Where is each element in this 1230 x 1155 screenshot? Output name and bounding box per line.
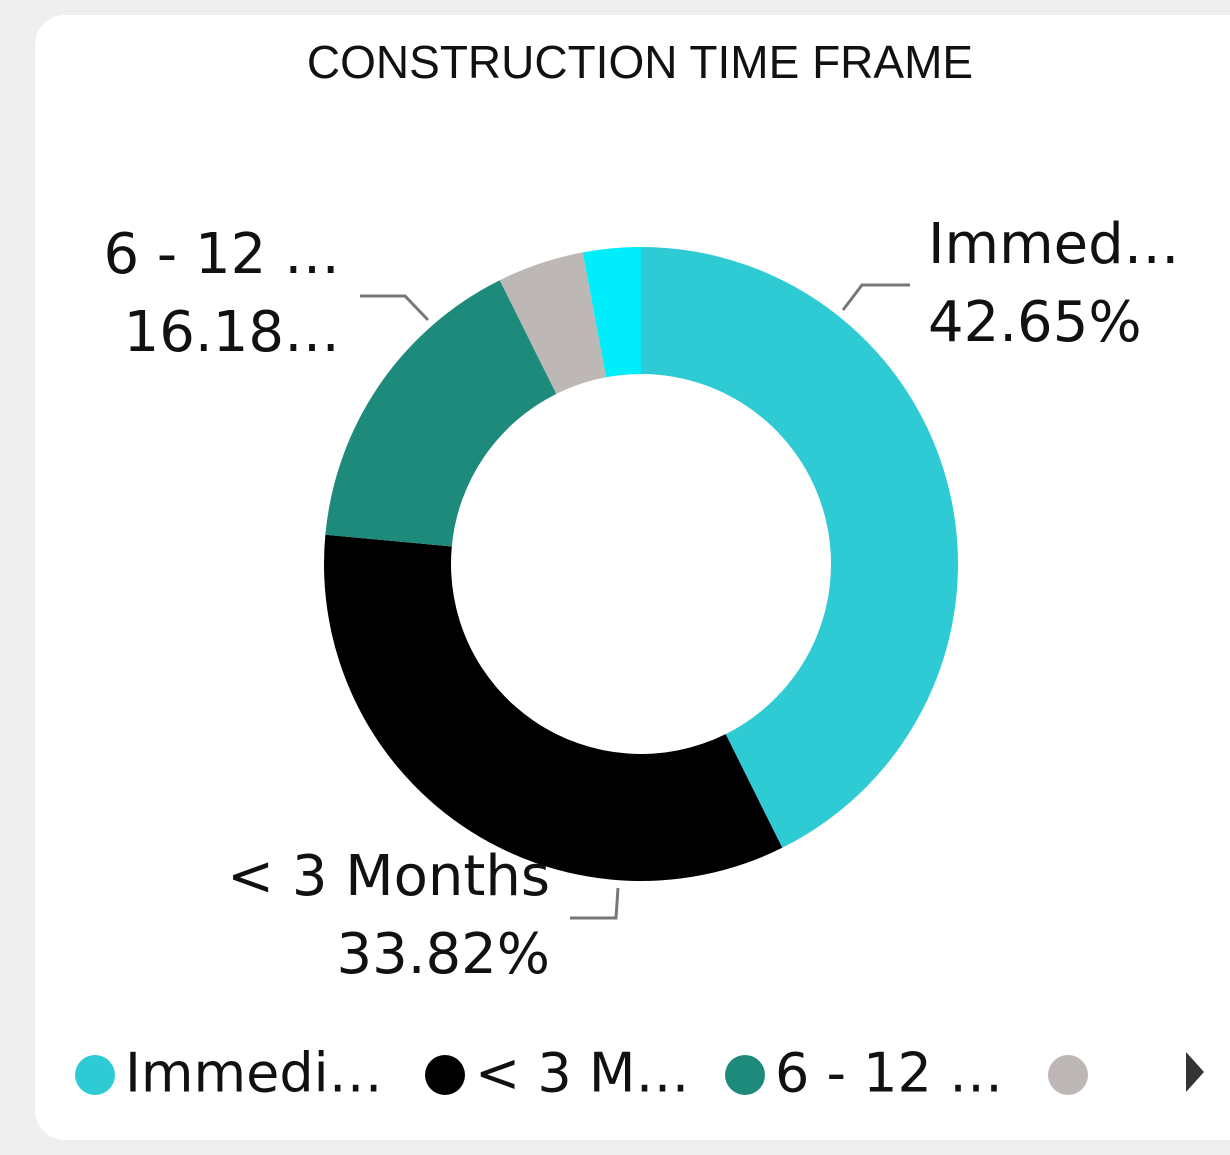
donut-slice xyxy=(324,534,783,881)
value-label: 42.65% xyxy=(928,290,1142,355)
chart-title: CONSTRUCTION TIME FRAME xyxy=(307,36,973,88)
slice-label: 6 - 12 … xyxy=(104,222,341,287)
leader-line xyxy=(360,294,430,322)
legend-swatch xyxy=(1048,1055,1088,1095)
value-label: 33.82% xyxy=(336,922,550,987)
legend-label: 6 - 12 … xyxy=(775,1042,1003,1105)
legend-swatch xyxy=(425,1055,465,1095)
slice-label: Immed… xyxy=(928,212,1180,277)
donut-slice xyxy=(325,280,557,547)
legend-next-arrow[interactable] xyxy=(1186,1052,1204,1092)
donut-slice xyxy=(499,252,607,394)
legend-swatch xyxy=(725,1055,765,1095)
legend-swatch xyxy=(75,1055,115,1095)
leader-line xyxy=(841,283,910,311)
donut-slice xyxy=(641,247,959,848)
value-label: 16.18… xyxy=(124,300,340,365)
legend-label: < 3 M… xyxy=(475,1042,690,1105)
card xyxy=(35,15,1230,1140)
leader-line xyxy=(570,887,620,920)
slice-label: < 3 Months xyxy=(227,844,550,909)
legend-label: Immedi… xyxy=(125,1042,383,1105)
donut-slice xyxy=(582,247,641,378)
